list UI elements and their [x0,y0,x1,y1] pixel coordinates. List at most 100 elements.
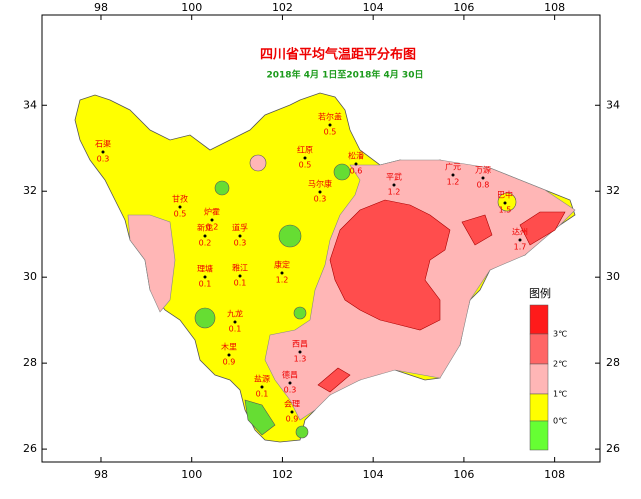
station-value: 0.3 [314,195,327,204]
station-name: 平武 [386,172,402,182]
y-tick-label: 32 [606,184,620,197]
station-name: 松潘 [348,151,364,161]
station-name: 道孚 [232,223,248,233]
region-pink-west [127,214,176,313]
station-dot [238,274,242,278]
region-green [244,399,276,436]
station-name: 德昌 [282,370,298,380]
x-tick-label: 100 [181,468,202,481]
station-value: 0.5 [174,210,187,219]
station-value: 0.3 [97,155,110,164]
station-name: 广元 [445,162,461,172]
station-name: 万源 [475,166,491,175]
station-name: 盐源 [254,374,270,384]
station-value: 0.2 [199,239,212,248]
station-dot [203,275,207,279]
x-tick-label: 98 [94,468,108,481]
station-name: 巴中 [497,190,513,200]
y-tick-label: 28 [23,356,37,369]
station-dot [203,234,207,238]
station-value: 1.7 [514,243,527,252]
legend-label: 3℃ [553,330,567,339]
legend-swatch [529,363,549,395]
y-tick-label: 34 [23,98,37,111]
station-dot [290,410,294,414]
station-dot [178,205,182,209]
region-green [194,307,216,329]
region-yellow [497,192,517,212]
station-dot [260,385,264,389]
region-red [329,199,451,331]
legend-swatch [529,304,549,335]
station-value: 1.2 [388,188,401,197]
station-name: 若尔盖 [318,112,342,122]
x-tick-label: 108 [544,468,565,481]
station-dot [481,176,485,180]
station-dot [318,190,322,194]
station-dot [238,234,242,238]
x-tick-label: 98 [94,1,108,14]
station-value: 0.9 [223,358,236,367]
legend-swatch [529,420,549,451]
station-name: 甘孜 [172,194,188,204]
y-tick-label: 32 [23,184,37,197]
station-value: 0.5 [324,128,337,137]
station-value: 0.1 [199,280,212,289]
station-dot [210,218,214,222]
station-dot [101,150,105,154]
station-value: 0.5 [299,161,312,170]
station-value: 0.1 [256,390,269,399]
region-green [214,180,230,196]
station-dot [280,271,284,275]
x-tick-label: 104 [363,468,384,481]
station-value: 0.9 [286,415,299,424]
station-name: 石渠 [95,139,111,149]
station-dot [518,238,522,242]
station-name: 木里 [221,342,237,352]
station-value: 0.8 [477,181,490,190]
station-value: 0.6 [350,167,363,176]
legend-swatch [529,333,549,365]
station-name: 炉霍 [204,207,220,217]
region-green [293,306,307,320]
station-value: 1.2 [447,178,460,187]
region-green [194,163,351,439]
legend-title: 图例 [529,286,551,300]
station-name: 红原 [297,145,313,155]
station-value: 0.1 [229,325,242,334]
legend-swatch [529,393,549,422]
station-value: 1.5 [499,206,512,215]
station-name: 达州 [512,227,528,237]
x-tick-label: 108 [544,1,565,14]
station-name: 新龙 [197,223,213,233]
region-green [278,224,302,248]
region-red [317,367,351,393]
region-green [333,163,351,181]
legend-label: 0℃ [553,417,567,426]
region-pink [249,154,267,172]
x-tick-label: 102 [272,468,293,481]
station-dot [288,381,292,385]
station-name: 理塘 [197,264,213,274]
legend-box [520,300,578,452]
station-dot [392,183,396,187]
station-dot [298,350,302,354]
map-title: 四川省平均气温距平分布图 [260,47,416,63]
station-dot [451,173,455,177]
y-tick-label: 30 [23,270,37,283]
y-tick-label: 26 [23,442,37,455]
legend-label: 2℃ [553,360,567,369]
x-tick-label: 102 [272,1,293,14]
station-dot [233,320,237,324]
map-subtitle: 2018年 4月 1日至2018年 4月 30日 [267,69,424,81]
station-value: 0.3 [284,386,297,395]
legend-label: 1℃ [553,390,567,399]
y-tick-label: 30 [606,270,620,283]
region-red [519,211,566,246]
station-dot [227,353,231,357]
x-tick-label: 100 [181,1,202,14]
station-name: 九龙 [227,309,243,319]
station-name: 西昌 [292,340,308,349]
y-tick-label: 34 [606,98,620,111]
